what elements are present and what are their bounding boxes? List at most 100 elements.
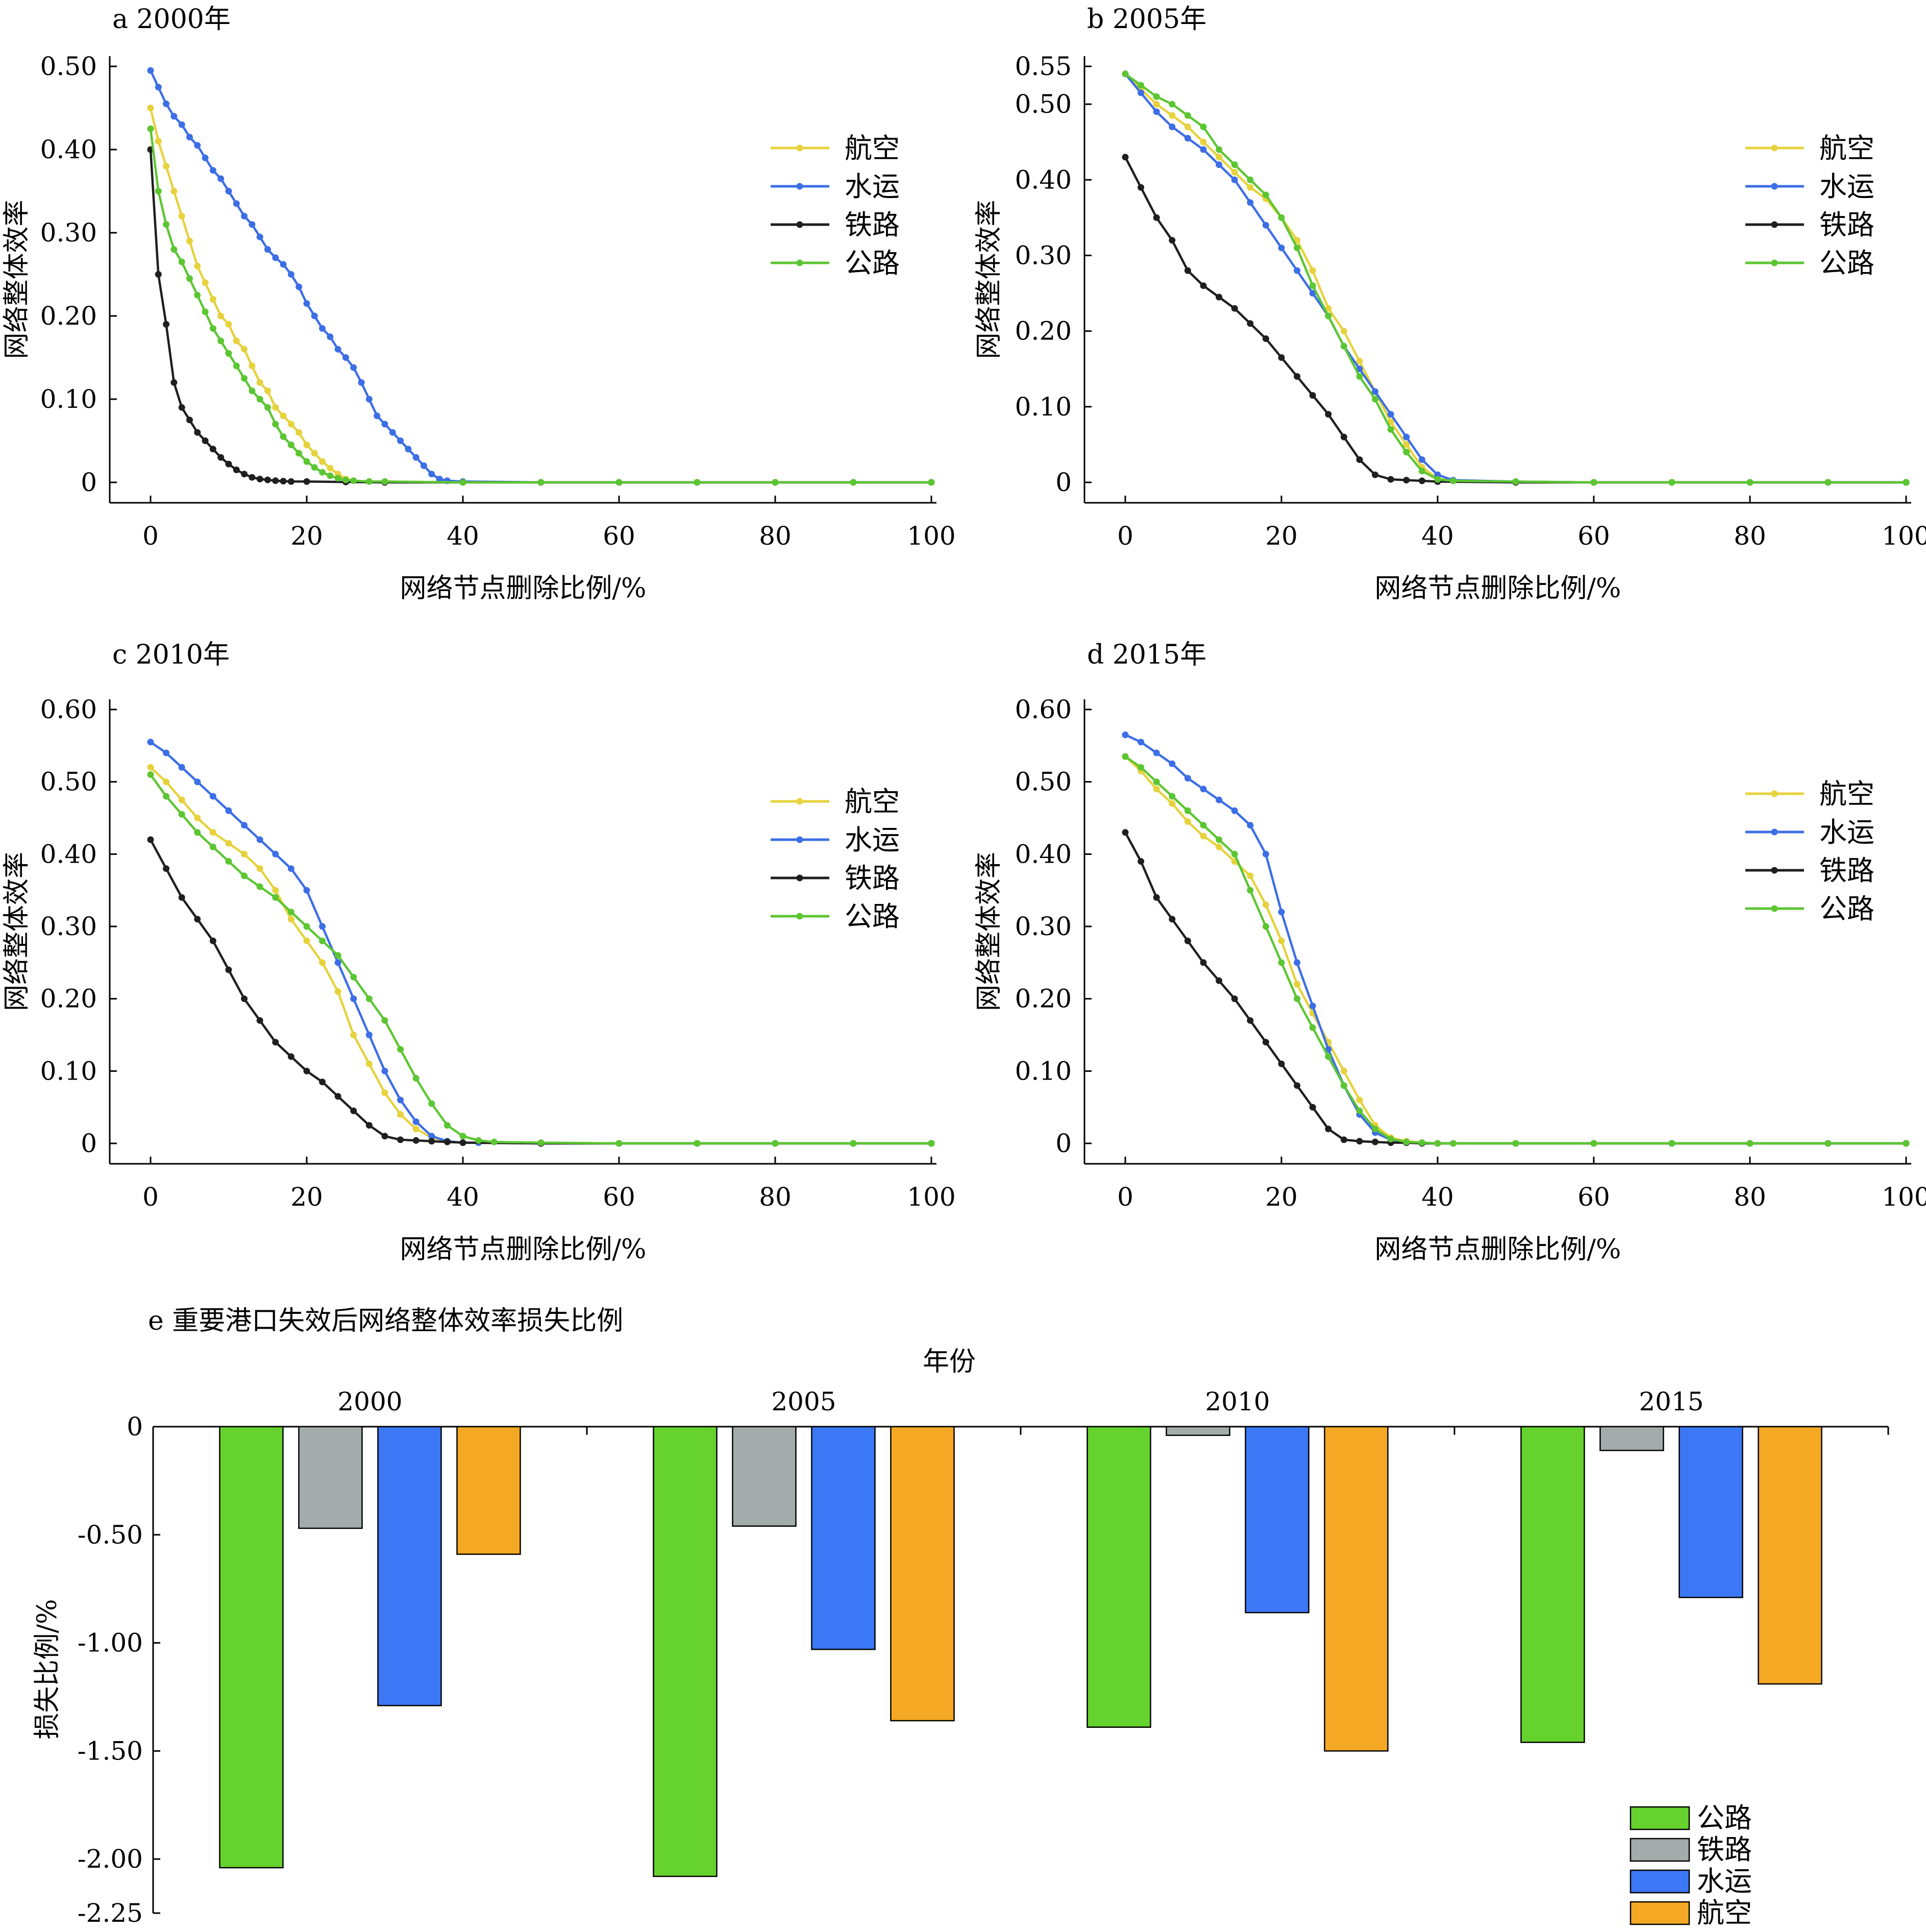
category-label: 2010 [1205, 1387, 1270, 1416]
data-point [327, 333, 334, 340]
data-point [1590, 479, 1597, 486]
bar-铁路 [1166, 1426, 1230, 1436]
legend-label: 公路 [1819, 893, 1874, 925]
data-point [155, 84, 162, 91]
data-point [209, 446, 216, 453]
data-point [1356, 1107, 1363, 1114]
data-point [1403, 433, 1410, 441]
data-point [147, 67, 154, 74]
data-point [327, 472, 334, 479]
data-point [264, 246, 271, 253]
data-point [1512, 478, 1519, 485]
data-point [1294, 237, 1301, 244]
data-point [1824, 479, 1832, 486]
data-point [1387, 476, 1394, 483]
data-point [1403, 449, 1410, 456]
data-point [1340, 343, 1347, 350]
legend-label: 航空 [1697, 1897, 1752, 1929]
y-tick-label: 0.30 [40, 218, 97, 248]
data-point [256, 836, 263, 843]
y-tick-label: 0 [1055, 468, 1072, 497]
data-point [209, 296, 216, 303]
data-point [1356, 1138, 1363, 1145]
series-line-铁路 [1124, 832, 1906, 1145]
x-tick-label: 80 [1734, 521, 1766, 551]
data-point [303, 300, 310, 307]
legend-swatch-航空 [1629, 1901, 1690, 1925]
x-tick-label: 60 [1577, 1182, 1610, 1212]
data-point [381, 1017, 388, 1024]
data-point [342, 354, 349, 361]
legend-label: 铁路 [845, 862, 900, 894]
legend-marker [796, 221, 803, 228]
data-point [272, 477, 279, 484]
x-tick-label: 100 [1882, 521, 1926, 551]
data-point [428, 1100, 435, 1107]
y-tick-label: 0.30 [1015, 912, 1072, 941]
data-point [389, 429, 396, 436]
data-point [1903, 479, 1910, 486]
series-line-铁路 [1124, 156, 1906, 484]
data-point [1450, 477, 1457, 484]
data-point [272, 894, 279, 901]
legend-marker [1771, 828, 1778, 836]
panel-title: d 2015年 [1087, 640, 1206, 670]
data-point [1169, 112, 1176, 119]
data-point [319, 937, 326, 944]
data-point [1216, 161, 1223, 168]
y-tick-label: 0.60 [1015, 695, 1072, 724]
data-point [1278, 1060, 1285, 1067]
data-point [186, 417, 193, 424]
data-point [772, 1140, 779, 1147]
y-tick-label: -1.00 [78, 1628, 143, 1658]
data-point [178, 796, 185, 803]
data-point [1200, 786, 1207, 793]
x-tick-label: 0 [1117, 521, 1133, 551]
y-tick-label: 0 [127, 1412, 143, 1441]
y-tick-label: 0.55 [1015, 52, 1072, 81]
category-label: 2015 [1639, 1387, 1703, 1416]
bar-航空 [890, 1426, 955, 1722]
data-point [1153, 749, 1160, 756]
data-point [381, 1133, 388, 1140]
data-point [1325, 1126, 1332, 1133]
data-point [1262, 335, 1269, 342]
data-point [381, 478, 388, 485]
data-point [397, 437, 404, 444]
category-label: 2000 [337, 1387, 402, 1416]
data-point [1184, 775, 1191, 782]
data-point [225, 966, 232, 973]
data-point [202, 437, 209, 444]
data-point [1356, 373, 1363, 380]
y-tick-label: 0 [81, 468, 97, 497]
bar-公路 [1520, 1426, 1585, 1743]
data-point [1153, 93, 1160, 100]
legend-marker [796, 874, 803, 882]
data-point [412, 1118, 419, 1125]
series-line-航空 [150, 766, 931, 1145]
data-point [194, 262, 201, 270]
data-point [303, 478, 310, 485]
y-tick-label: 0.50 [1015, 767, 1072, 797]
data-point [147, 764, 154, 771]
x-tick-label: 20 [1265, 521, 1298, 551]
data-point [1216, 977, 1223, 984]
data-point [241, 346, 248, 353]
y-tick-label: 0 [1055, 1129, 1072, 1158]
data-point [217, 175, 225, 182]
data-point [397, 1096, 404, 1104]
data-point [147, 739, 154, 746]
legend-label: 水运 [1819, 816, 1874, 848]
bar-公路 [219, 1426, 284, 1869]
data-point [249, 362, 256, 370]
x-axis-label: 网络节点删除比例/% [1375, 1234, 1621, 1265]
data-point [319, 923, 326, 930]
data-point [928, 479, 935, 486]
data-point [1340, 328, 1347, 335]
data-point [1372, 471, 1379, 478]
data-point [1340, 1082, 1347, 1089]
data-point [1247, 199, 1254, 206]
data-point [303, 887, 310, 894]
data-point [1247, 872, 1254, 879]
data-point [170, 246, 178, 253]
